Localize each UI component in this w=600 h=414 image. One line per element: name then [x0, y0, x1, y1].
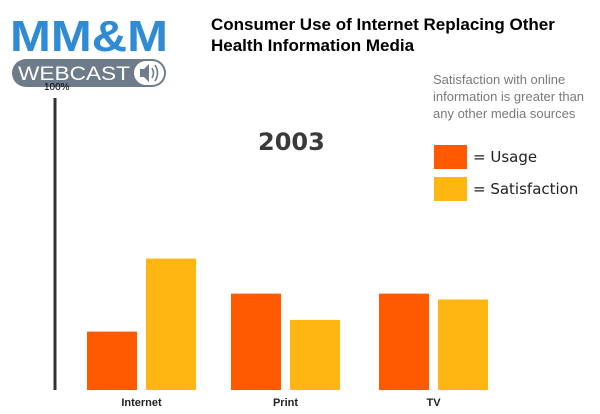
y-axis-max-label: 100%: [44, 82, 70, 93]
bar-tv-satisfaction: [438, 299, 488, 390]
x-tick-label: Print: [273, 397, 298, 409]
legend-label-satisfaction: = Satisfaction: [473, 180, 579, 198]
subtitle-line: Satisfaction with online: [433, 72, 566, 87]
subtitle-line: information is greater than: [433, 89, 585, 104]
speaker-icon: [140, 64, 159, 82]
legend-swatch-usage: [434, 145, 467, 169]
bar-print-satisfaction: [290, 319, 340, 390]
title-line: Health Information Media: [211, 36, 415, 55]
logo-mmm-text: MM&M: [10, 12, 168, 61]
bar-tv-usage: [379, 293, 429, 390]
subtitle-note: Satisfaction with online information is …: [433, 71, 598, 122]
title-line: Consumer Use of Internet Replacing Other: [211, 15, 555, 34]
subtitle-line: any other media sources: [433, 106, 576, 121]
bar-print-usage: [231, 293, 281, 390]
logo-webcast-pill: [12, 59, 166, 87]
x-labels-group: Internet Print TV: [121, 397, 441, 409]
year-annotation: 2003: [258, 128, 325, 156]
x-tick-label: TV: [426, 397, 441, 409]
bar-internet-usage: [87, 331, 137, 390]
legend-item-usage: = Usage: [434, 144, 537, 170]
mmm-webcast-logo: MM&M WEBCAST: [10, 12, 168, 87]
bar-internet-satisfaction: [146, 258, 196, 390]
x-tick-label: Internet: [121, 397, 162, 409]
logo-webcast-text: WEBCAST: [18, 64, 130, 85]
legend-label-usage: = Usage: [473, 148, 538, 166]
legend-swatch-satisfaction: [434, 177, 467, 201]
bars-group: [87, 258, 488, 390]
chart-title: Consumer Use of Internet Replacing Other…: [211, 14, 591, 56]
legend-item-satisfaction: = Satisfaction: [434, 176, 578, 202]
